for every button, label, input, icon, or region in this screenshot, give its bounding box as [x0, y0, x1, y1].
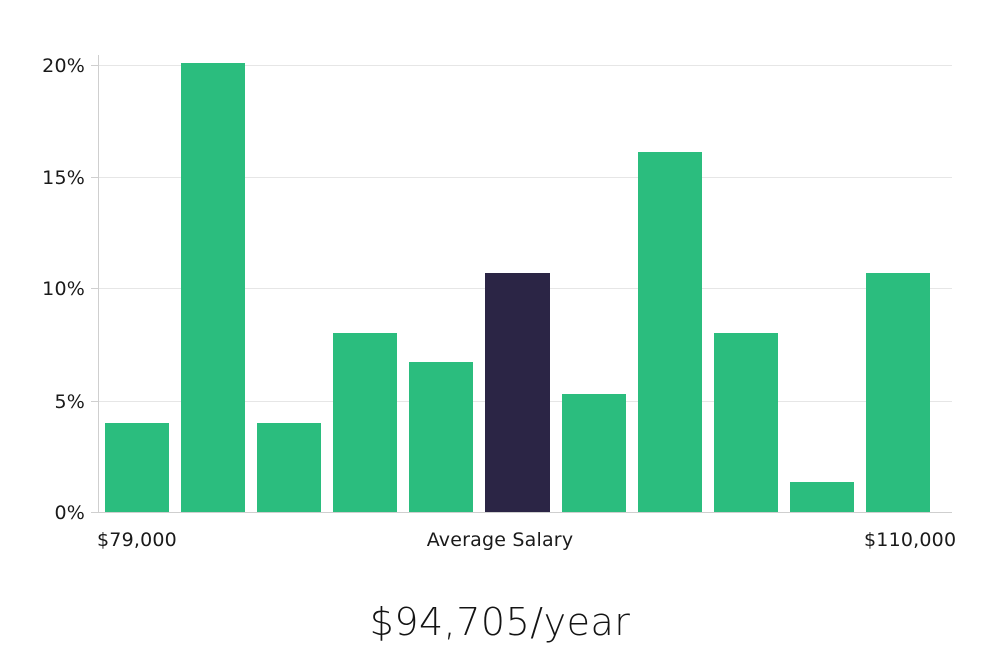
y-tick-mark-5 [91, 401, 98, 402]
y-tick-label-15: 15% [42, 167, 85, 189]
y-axis-line [98, 55, 99, 513]
bar-4[interactable] [333, 333, 398, 512]
chart-title: $94,705/year [369, 600, 631, 644]
x-axis-line [98, 512, 952, 513]
y-tick-label-20: 20% [42, 55, 85, 77]
bar-9[interactable] [713, 333, 778, 512]
y-tick-mark-15 [91, 177, 98, 178]
x-axis-label-center: Average Salary [426, 529, 574, 551]
bar-7[interactable] [561, 393, 626, 512]
gridline-20 [98, 65, 952, 66]
gridline-15 [98, 177, 952, 178]
y-tick-mark-20 [91, 65, 98, 66]
bar-11[interactable] [865, 272, 930, 512]
y-tick-label-10: 10% [42, 278, 85, 300]
bar-5[interactable] [409, 362, 474, 512]
bar-2[interactable] [181, 62, 246, 512]
y-tick-label-0: 0% [54, 502, 85, 524]
bar-3[interactable] [257, 422, 322, 512]
bar-8[interactable] [637, 152, 702, 512]
y-tick-label-5: 5% [54, 391, 85, 413]
bar-1[interactable] [105, 422, 170, 512]
x-axis-label-max: $110,000 [864, 529, 957, 551]
bar-10[interactable] [789, 481, 854, 512]
bar-6[interactable] [485, 272, 550, 512]
y-tick-mark-10 [91, 288, 98, 289]
x-axis-label-min: $79,000 [97, 529, 177, 551]
y-tick-mark-0 [91, 512, 98, 513]
